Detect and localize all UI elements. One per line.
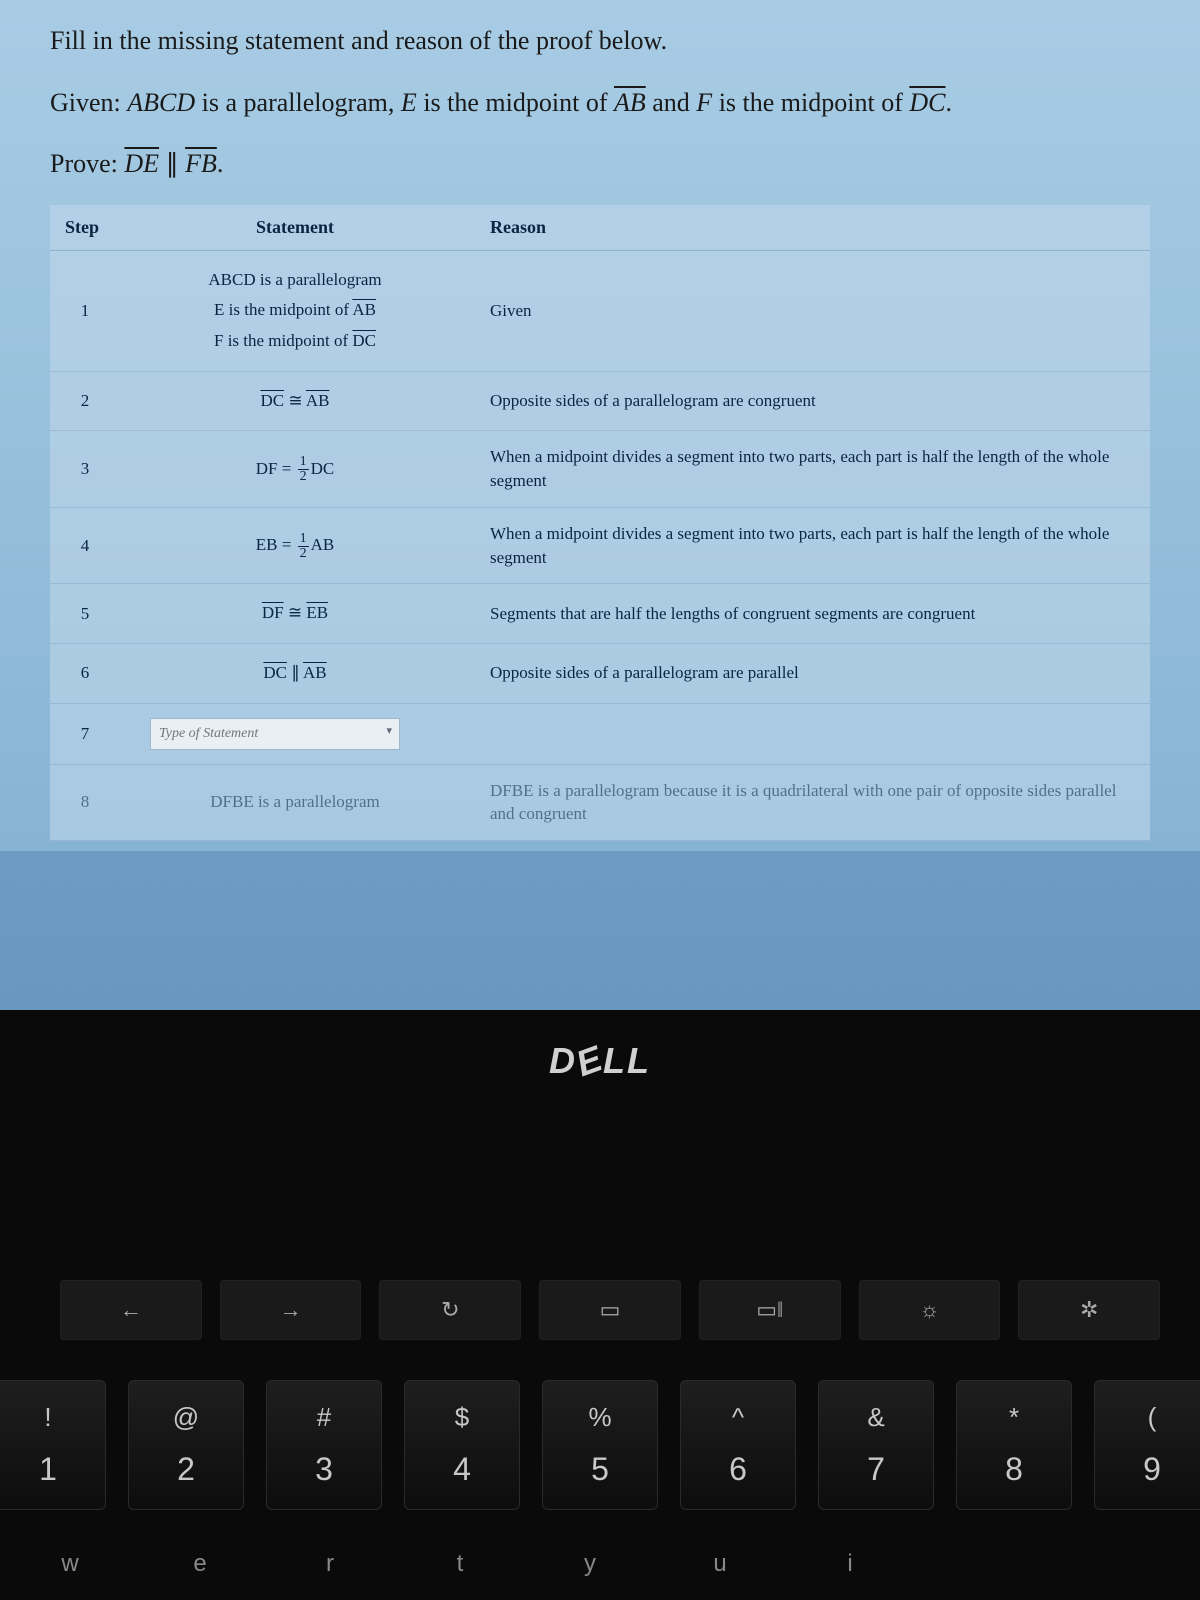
number-key: $4	[404, 1380, 520, 1510]
letter-key: t	[440, 1550, 480, 1578]
proof-tbody: 1ABCD is a parallelogramE is the midpoin…	[50, 250, 1150, 840]
step-cell: 7	[50, 703, 120, 764]
reason-cell	[470, 703, 1150, 764]
table-row: 6DC ∥ ABOpposite sides of a parallelogra…	[50, 643, 1150, 703]
statement-cell: DF ≅ EB	[120, 584, 470, 644]
number-key: *8	[956, 1380, 1072, 1510]
table-row: 5DF ≅ EBSegments that are half the lengt…	[50, 584, 1150, 644]
function-key: ▭‖	[699, 1280, 841, 1340]
proof-table: Step Statement Reason 1ABCD is a paralle…	[50, 205, 1150, 841]
table-row: 3DF = 12DCWhen a midpoint divides a segm…	[50, 431, 1150, 508]
prove-text: Prove: DE ∥ FB.	[50, 143, 1150, 185]
screen-content: Fill in the missing statement and reason…	[0, 0, 1200, 851]
statement-cell: EB = 12AB	[120, 507, 470, 584]
table-row: 4EB = 12ABWhen a midpoint divides a segm…	[50, 507, 1150, 584]
statement-cell: DC ∥ AB	[120, 643, 470, 703]
table-row: 7	[50, 703, 1150, 764]
letter-key: r	[310, 1550, 350, 1578]
letter-key: y	[570, 1550, 610, 1578]
header-step: Step	[50, 205, 120, 251]
statement-cell: ABCD is a parallelogramE is the midpoint…	[120, 250, 470, 371]
reason-cell: When a midpoint divides a segment into t…	[470, 507, 1150, 584]
prove-label: Prove:	[50, 149, 124, 178]
table-row: 1ABCD is a parallelogramE is the midpoin…	[50, 250, 1150, 371]
step-cell: 8	[50, 764, 120, 841]
letter-key-row: wertyui	[50, 1550, 1180, 1578]
dell-logo: DELL	[549, 1040, 651, 1082]
statement-cell: DFBE is a parallelogram	[120, 764, 470, 841]
statement-cell: DC ≅ AB	[120, 371, 470, 431]
number-key: #3	[266, 1380, 382, 1510]
header-statement: Statement	[120, 205, 470, 251]
reason-cell: Given	[470, 250, 1150, 371]
step-cell: 2	[50, 371, 120, 431]
statement-cell	[120, 703, 470, 764]
number-key: @2	[128, 1380, 244, 1510]
given-text: Given: ABCD is a parallelogram, E is the…	[50, 82, 1150, 124]
reason-cell: Opposite sides of a parallelogram are co…	[470, 371, 1150, 431]
number-key-row: !1@2#3$4%5^6&7*8(9	[0, 1380, 1200, 1510]
letter-key: i	[830, 1550, 870, 1578]
header-reason: Reason	[470, 205, 1150, 251]
table-row: 8DFBE is a parallelogramDFBE is a parall…	[50, 764, 1150, 841]
step-cell: 5	[50, 584, 120, 644]
letter-key: u	[700, 1550, 740, 1578]
laptop-bezel: DELL ← → ↻ ▭ ▭‖ ☼ ✲ !1@2#3$4%5^6&7*8(9 w e r t y u i	[0, 1010, 1200, 1600]
step-cell: 3	[50, 431, 120, 508]
step-cell: 4	[50, 507, 120, 584]
number-key: (9	[1094, 1380, 1200, 1510]
reason-cell: Opposite sides of a parallelogram are pa…	[470, 643, 1150, 703]
number-key: %5	[542, 1380, 658, 1510]
function-key: ☼	[859, 1280, 1001, 1340]
number-key: !1	[0, 1380, 106, 1510]
function-key-row: ← → ↻ ▭ ▭‖ ☼ ✲	[60, 1280, 1160, 1340]
letter-key: w	[50, 1550, 90, 1578]
function-key: ↻	[379, 1280, 521, 1340]
letter-key: e	[180, 1550, 220, 1578]
function-key: →	[220, 1280, 362, 1340]
given-label: Given:	[50, 88, 127, 117]
function-key: ▭	[539, 1280, 681, 1340]
instruction-text: Fill in the missing statement and reason…	[50, 20, 1150, 62]
step-cell: 1	[50, 250, 120, 371]
reason-cell: DFBE is a parallelogram because it is a …	[470, 764, 1150, 841]
table-row: 2DC ≅ ABOpposite sides of a parallelogra…	[50, 371, 1150, 431]
statement-type-dropdown[interactable]	[150, 718, 400, 750]
reason-cell: When a midpoint divides a segment into t…	[470, 431, 1150, 508]
function-key: ←	[60, 1280, 202, 1340]
reason-cell: Segments that are half the lengths of co…	[470, 584, 1150, 644]
statement-cell: DF = 12DC	[120, 431, 470, 508]
number-key: &7	[818, 1380, 934, 1510]
function-key: ✲	[1018, 1280, 1160, 1340]
step-cell: 6	[50, 643, 120, 703]
number-key: ^6	[680, 1380, 796, 1510]
